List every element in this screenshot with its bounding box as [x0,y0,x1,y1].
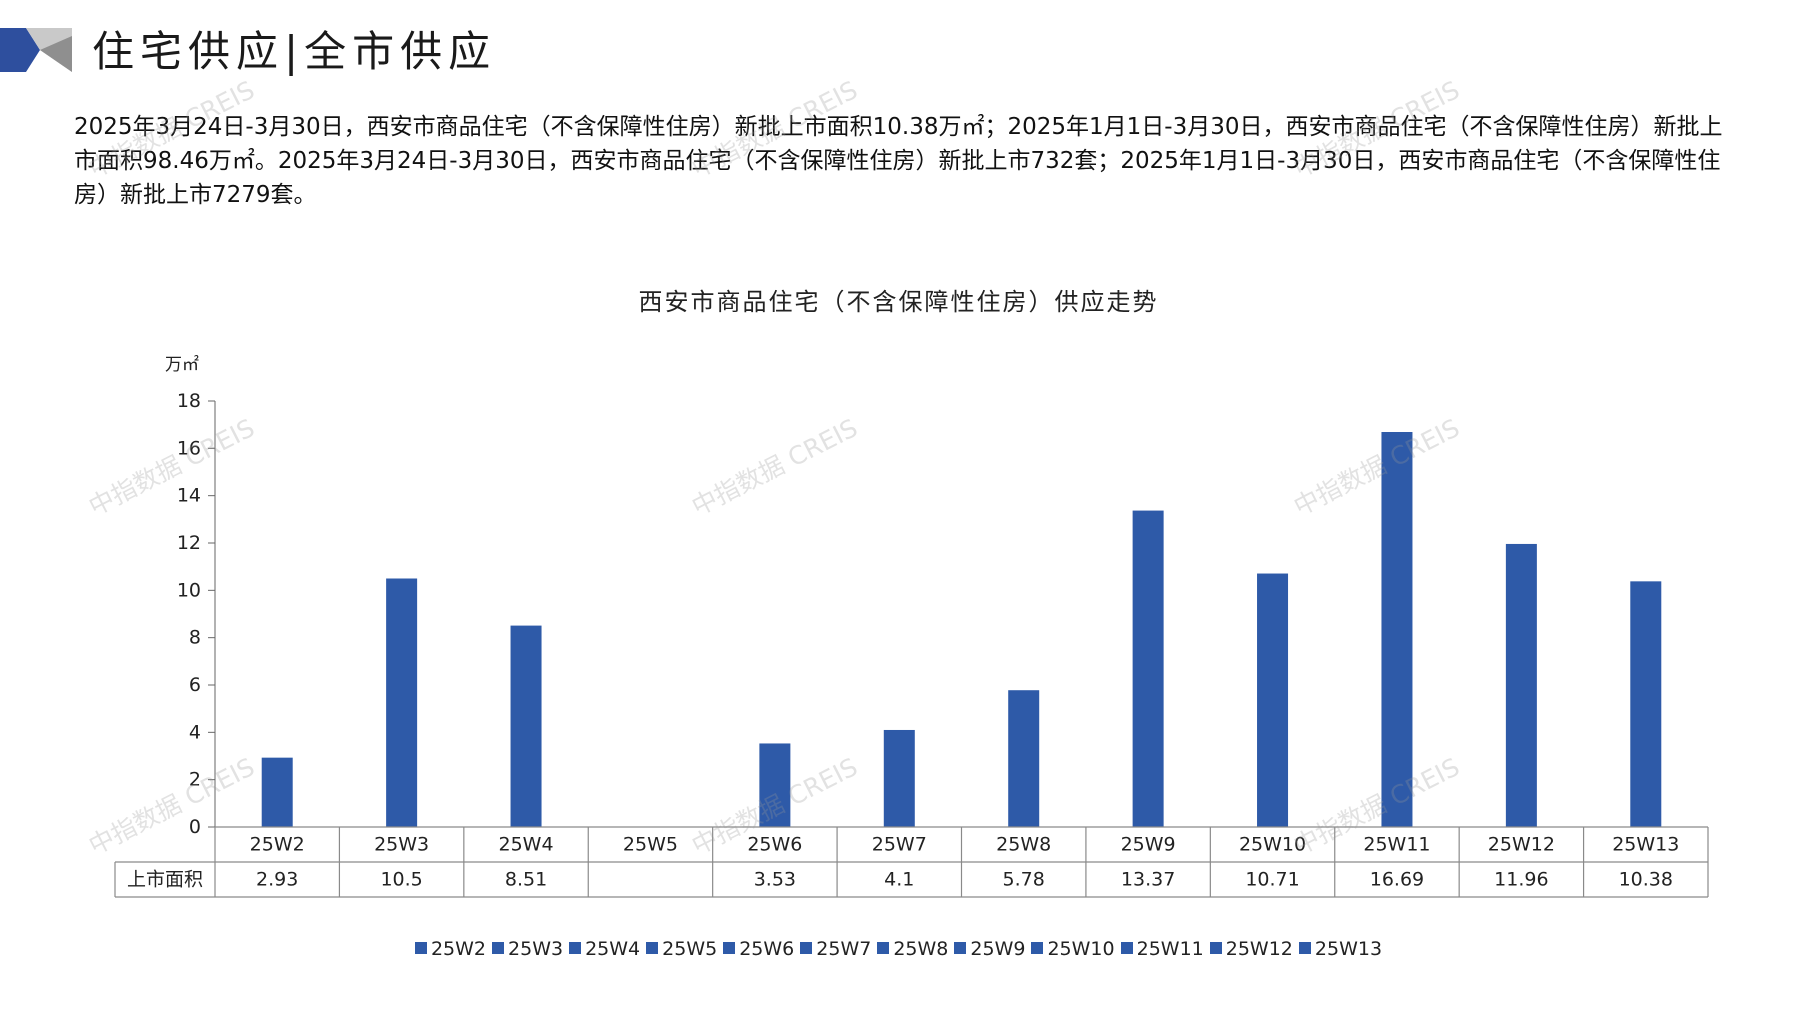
table-value: 2.93 [256,869,298,891]
legend-item: 25W4 [569,938,640,960]
table-value: 4.1 [884,869,914,891]
table-value: 3.53 [754,869,796,891]
x-tick-label: 25W2 [250,834,305,856]
legend-item: 25W9 [954,938,1025,960]
legend-swatch [1298,941,1311,954]
table-value: 11.96 [1494,869,1548,891]
legend-swatch [877,941,890,954]
bar [1630,581,1662,827]
x-tick-label: 25W3 [374,834,429,856]
legend-swatch [569,941,582,954]
legend-label: 25W7 [816,938,872,960]
x-tick-label: 25W12 [1488,834,1555,856]
x-tick-label: 25W8 [996,834,1051,856]
legend-swatch [723,941,736,954]
table-value: 8.51 [505,869,547,891]
legend-item: 25W12 [1209,938,1293,960]
legend-item: 25W2 [414,938,487,960]
legend-item: 25W11 [1120,938,1204,960]
legend-swatch [800,941,813,954]
bar [1132,510,1164,827]
y-tick-label: 18 [177,390,201,412]
legend-swatch [646,941,659,954]
logo-mark-icon [0,28,72,72]
y-tick-label: 4 [189,721,201,743]
bar [1505,543,1537,827]
legend-label: 25W11 [1136,938,1204,960]
y-tick-label: 2 [189,769,201,791]
y-tick-label: 10 [177,579,201,601]
legend-label: 25W6 [739,938,795,960]
y-tick-label: 6 [189,674,201,696]
legend-swatch [1209,941,1222,954]
legend-item: 25W10 [1031,938,1115,960]
y-tick-label: 12 [177,532,201,554]
legend-label: 25W8 [893,938,949,960]
y-tick-label: 0 [189,816,201,838]
chart-plot: 0 2 4 6 8 10 12 14 16 18 25W2 2.93 25W3 10.5 25W4 8.51 2… [114,390,1709,898]
legend-item: 25W3 [492,938,563,960]
table-value: 10.38 [1619,869,1673,891]
table-value: 10.71 [1245,869,1299,891]
legend-item: 25W6 [723,938,794,960]
bar [510,625,542,827]
legend-label: 25W3 [508,938,564,960]
chart: 西安市商品住宅（不含保障性住房）供应走势 万㎡ 0 2 4 6 8 10 12 14 16 18 2… [0,270,1797,990]
legend-item: 25W5 [646,938,717,960]
legend-label: 25W13 [1314,938,1383,960]
x-tick-label: 25W6 [747,834,802,856]
bar [759,743,791,827]
x-tick-label: 25W11 [1363,834,1430,856]
x-tick-label: 25W13 [1612,834,1679,856]
legend-label: 25W10 [1047,938,1115,960]
y-tick-label: 16 [177,437,201,459]
x-tick-label: 25W7 [872,834,927,856]
legend-label: 25W5 [662,938,718,960]
bar [386,578,418,827]
legend-swatch [1120,941,1133,954]
legend-item: 25W8 [877,938,948,960]
table-value: 5.78 [1003,869,1045,891]
legend-swatch [414,941,427,954]
legend-item: 25W7 [800,938,871,960]
bar [883,729,915,827]
table-value: 13.37 [1121,869,1175,891]
bar [1008,690,1040,827]
table-value: 16.69 [1370,869,1424,891]
chart-legend: 25W2 25W3 25W4 25W5 25W6 25W7 25W8 25W9 25W10 25W… [0,938,1797,960]
legend-swatch [1031,941,1044,954]
x-tick-label: 25W4 [499,834,554,856]
y-tick-label: 8 [189,627,201,649]
y-tick-label: 14 [177,485,201,507]
legend-swatch [954,941,967,954]
y-axis-unit: 万㎡ [165,355,199,375]
x-tick-label: 25W5 [623,834,678,856]
table-row-header: 上市面积 [127,869,203,891]
legend-label: 25W9 [970,938,1026,960]
x-tick-label: 25W9 [1121,834,1176,856]
summary-text: 2025年3月24日-3月30日，西安市商品住宅（不含保障性住房）新批上市面积1… [74,114,1723,208]
table-value: 10.5 [380,869,422,891]
page-title: 住宅供应|全市供应 [92,27,497,76]
bar [261,757,293,827]
legend-swatch [492,941,505,954]
legend-label: 25W12 [1225,938,1293,960]
legend-label: 25W4 [585,938,641,960]
chart-title: 西安市商品住宅（不含保障性住房）供应走势 [638,288,1159,316]
x-tick-label: 25W10 [1239,834,1306,856]
bar [1381,432,1413,827]
bar [1257,573,1289,827]
legend-item: 25W13 [1298,938,1383,960]
legend-label: 25W2 [430,938,487,960]
